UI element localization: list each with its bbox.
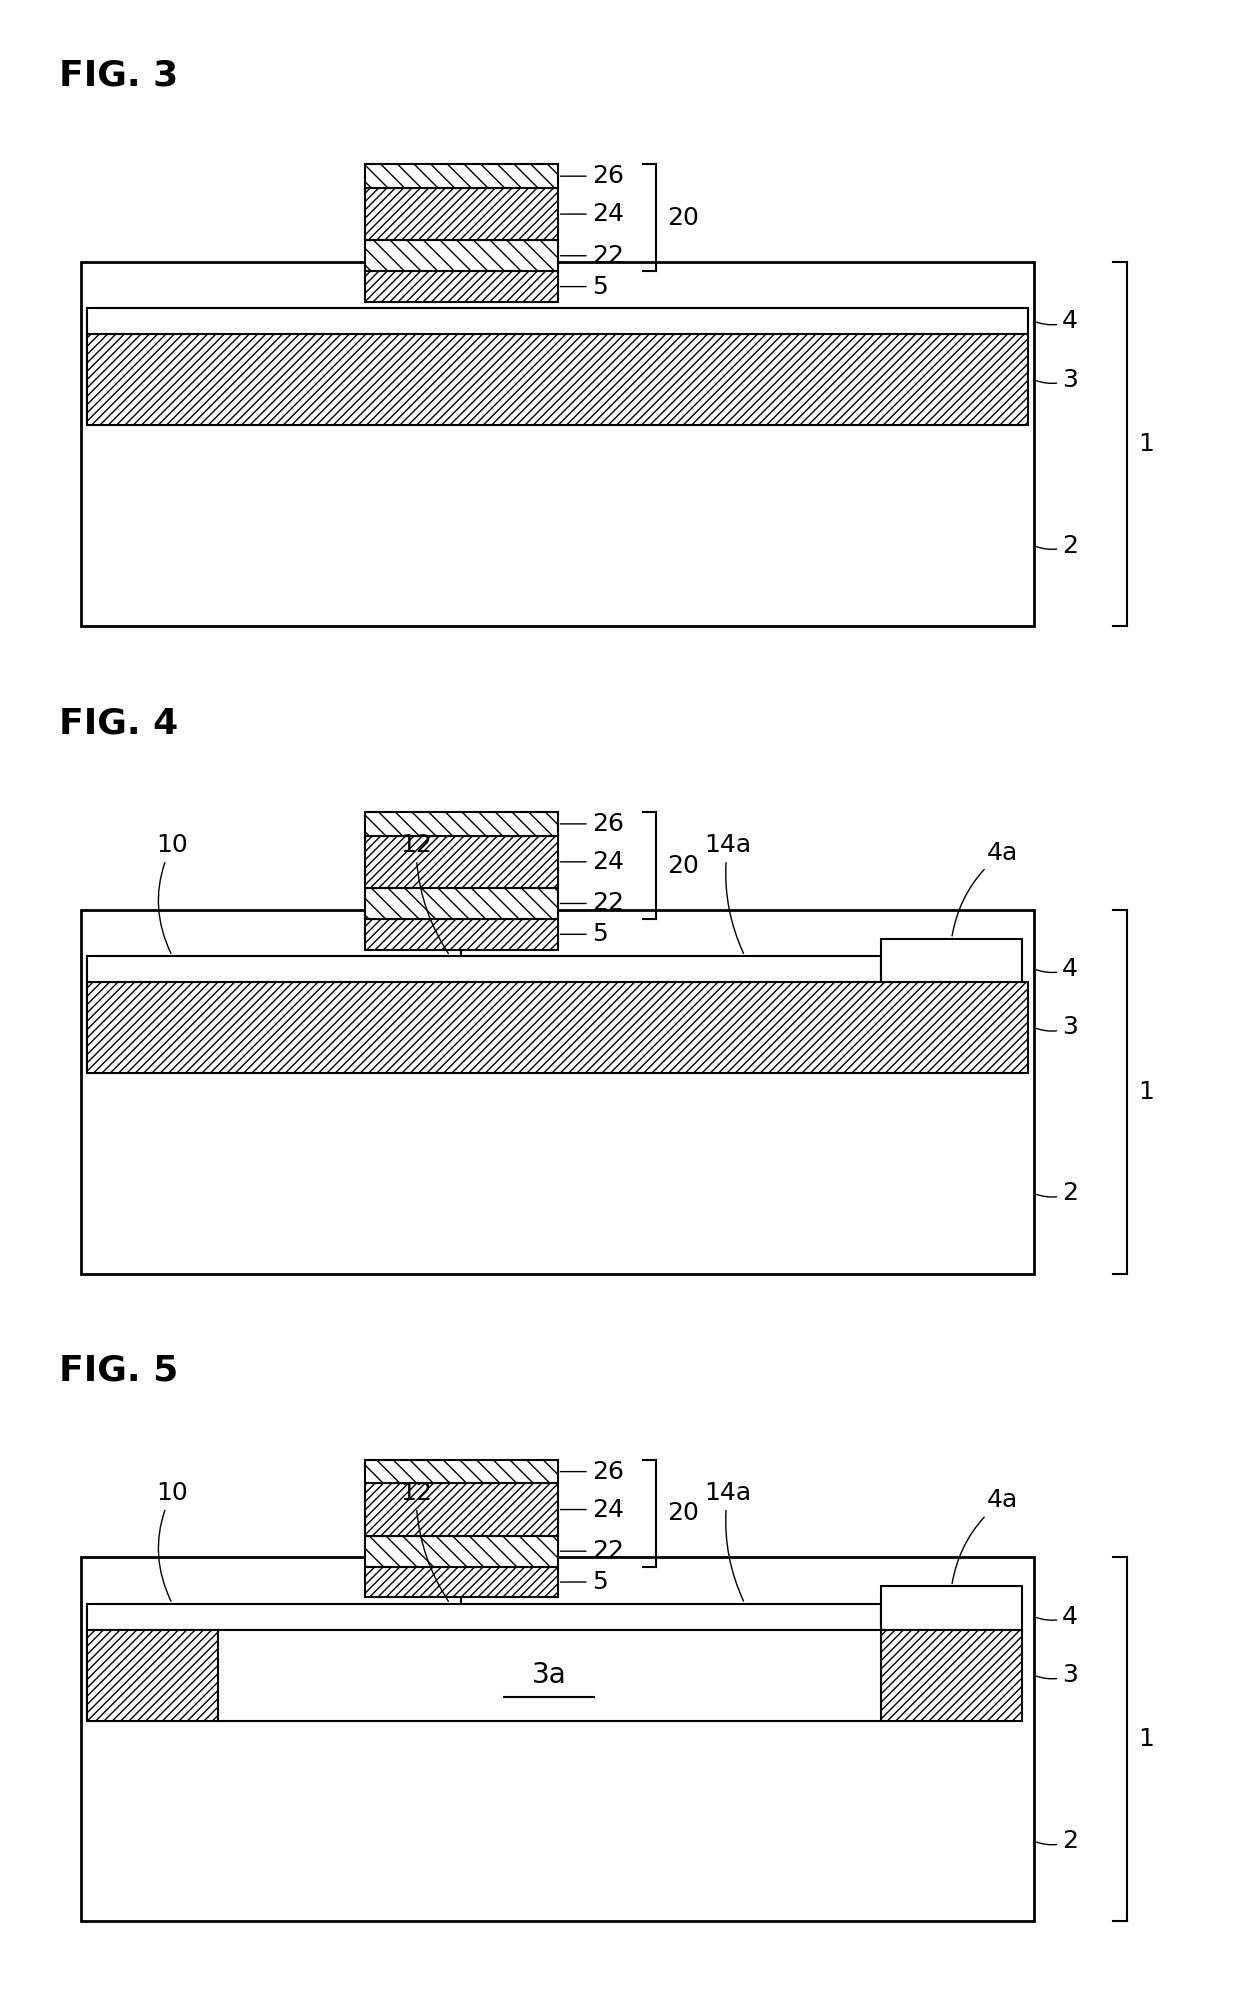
Text: FIG. 3: FIG. 3 xyxy=(58,58,179,92)
Text: 4a: 4a xyxy=(952,1488,1018,1584)
Text: 1: 1 xyxy=(1138,1080,1154,1104)
Text: 3: 3 xyxy=(1037,369,1078,392)
Text: 3: 3 xyxy=(1037,1663,1078,1687)
Bar xyxy=(82,261,1034,625)
Bar xyxy=(880,938,1023,982)
Bar xyxy=(87,309,1028,335)
Text: 14a: 14a xyxy=(704,833,751,954)
Text: 10: 10 xyxy=(156,833,188,954)
Bar xyxy=(365,1536,558,1566)
Text: 26: 26 xyxy=(560,163,624,187)
Bar xyxy=(880,1586,1023,1629)
Text: 22: 22 xyxy=(560,1540,624,1564)
Bar xyxy=(87,335,1028,426)
Bar xyxy=(217,1629,880,1721)
Text: 1: 1 xyxy=(1138,1727,1154,1751)
Bar xyxy=(365,813,558,835)
Bar xyxy=(87,982,1028,1074)
Bar xyxy=(365,835,558,888)
Text: FIG. 5: FIG. 5 xyxy=(58,1355,179,1388)
Text: 12: 12 xyxy=(401,1480,449,1602)
Text: 22: 22 xyxy=(560,243,624,267)
Text: 20: 20 xyxy=(667,853,699,878)
Text: 4: 4 xyxy=(1037,956,1078,980)
Text: 24: 24 xyxy=(560,201,624,227)
Bar xyxy=(365,1484,558,1536)
Bar xyxy=(365,1460,558,1484)
Bar xyxy=(87,1629,217,1721)
Text: 20: 20 xyxy=(667,205,699,229)
Text: 22: 22 xyxy=(560,892,624,916)
Text: 14a: 14a xyxy=(704,1480,751,1602)
Text: 24: 24 xyxy=(560,851,624,874)
Text: 4a: 4a xyxy=(952,841,1018,936)
Bar xyxy=(87,1604,880,1629)
Bar xyxy=(365,187,558,241)
Bar xyxy=(365,165,558,187)
Text: 2: 2 xyxy=(1037,1829,1078,1853)
Text: 26: 26 xyxy=(560,813,624,837)
Bar xyxy=(365,271,558,303)
Text: 3: 3 xyxy=(1037,1016,1078,1040)
Text: 26: 26 xyxy=(560,1460,624,1484)
Text: 5: 5 xyxy=(560,275,608,299)
Text: 3a: 3a xyxy=(532,1661,567,1689)
Text: 1: 1 xyxy=(1138,432,1154,456)
Text: 20: 20 xyxy=(667,1502,699,1526)
Text: 2: 2 xyxy=(1037,1181,1078,1205)
Text: 4: 4 xyxy=(1037,309,1078,333)
Bar xyxy=(82,910,1034,1273)
Bar xyxy=(87,956,880,982)
Text: 5: 5 xyxy=(560,1570,608,1594)
Bar xyxy=(365,888,558,918)
Text: 24: 24 xyxy=(560,1498,624,1522)
Text: 10: 10 xyxy=(156,1480,188,1602)
Text: 12: 12 xyxy=(401,833,449,954)
Text: 2: 2 xyxy=(1037,534,1078,558)
Text: 5: 5 xyxy=(560,922,608,946)
Bar xyxy=(365,241,558,271)
Bar xyxy=(365,918,558,950)
Bar xyxy=(880,1629,1023,1721)
Text: FIG. 4: FIG. 4 xyxy=(58,705,179,741)
Bar xyxy=(365,1566,558,1598)
Text: 4: 4 xyxy=(1037,1606,1078,1629)
Bar xyxy=(82,1558,1034,1922)
